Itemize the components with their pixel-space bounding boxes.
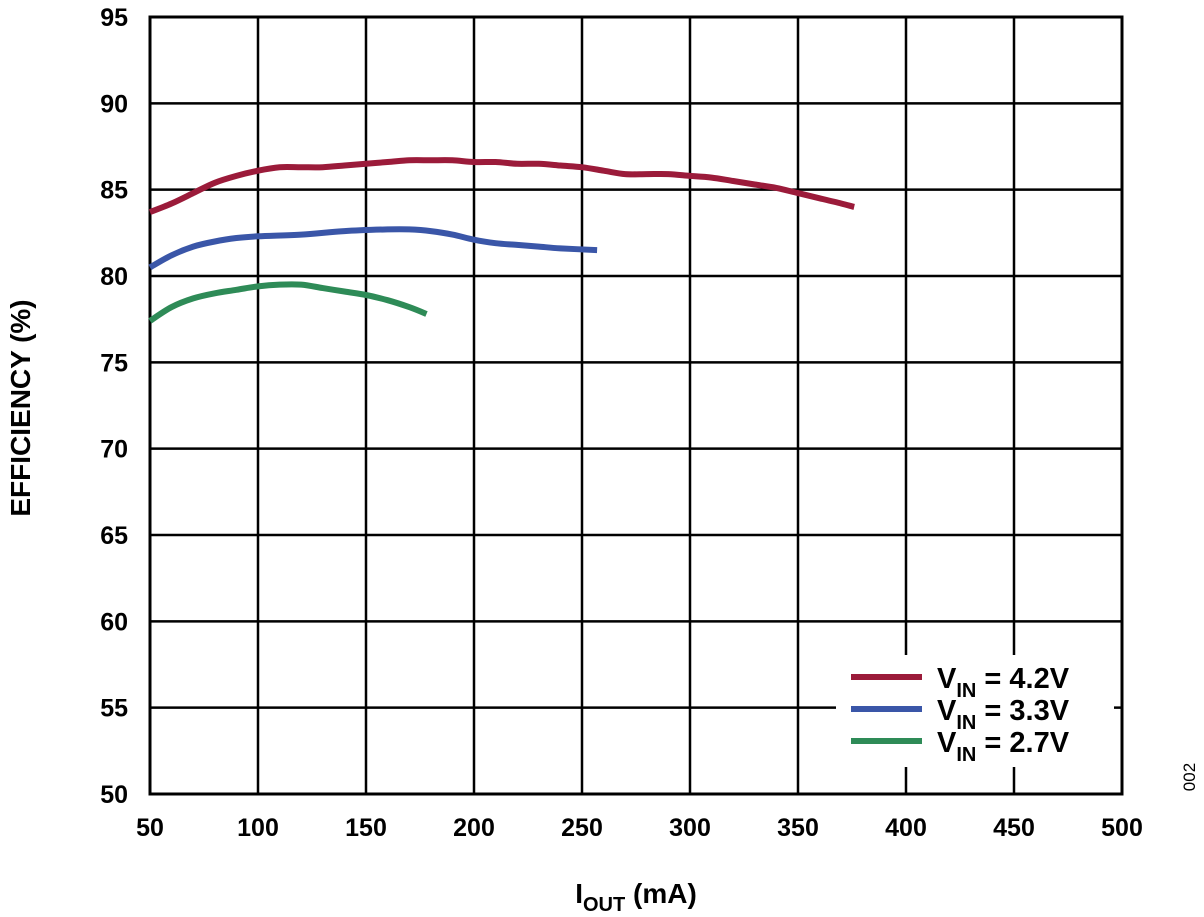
y-tick-label: 75 xyxy=(100,349,128,377)
y-tick-label: 80 xyxy=(100,263,128,291)
y-tick-label: 65 xyxy=(100,522,128,550)
x-tick-label: 300 xyxy=(669,814,711,842)
legend-label-1: VIN = 4.2V xyxy=(937,663,1070,702)
legend-label-3: VIN = 2.7V xyxy=(937,727,1070,766)
y-tick-label: 90 xyxy=(100,90,128,118)
series-line-3 xyxy=(148,281,428,324)
series-line-1 xyxy=(148,157,855,215)
legend-label-2: VIN = 3.3V xyxy=(937,695,1070,734)
series-layer xyxy=(148,157,855,324)
y-tick-label: 60 xyxy=(100,608,128,636)
x-axis-label: IOUT (mA) xyxy=(575,878,697,916)
x-tick-label: 200 xyxy=(453,814,495,842)
y-tick-label: 70 xyxy=(100,436,128,464)
plot-frame xyxy=(148,15,1124,796)
y-tick-label: 50 xyxy=(100,781,128,809)
x-tick-label: 350 xyxy=(777,814,819,842)
tick-labels: 50 100 150 200 250 300 350 400 450 500 50 55 60 65 70 7… xyxy=(100,4,1143,842)
y-tick-label: 95 xyxy=(100,4,128,32)
grid xyxy=(148,15,1124,796)
figure-id: 002 xyxy=(1180,763,1199,791)
x-tick-label: 400 xyxy=(885,814,927,842)
x-tick-label: 250 xyxy=(561,814,603,842)
x-tick-label: 500 xyxy=(1101,814,1143,842)
x-tick-label: 150 xyxy=(345,814,387,842)
x-tick-label: 450 xyxy=(993,814,1035,842)
x-tick-label: 100 xyxy=(237,814,279,842)
y-tick-label: 55 xyxy=(100,695,128,723)
y-axis-label: EFFICIENCY (%) xyxy=(5,299,36,516)
x-tick-label: 50 xyxy=(136,814,164,842)
y-tick-label: 85 xyxy=(100,177,128,205)
series-line-2 xyxy=(148,226,598,271)
